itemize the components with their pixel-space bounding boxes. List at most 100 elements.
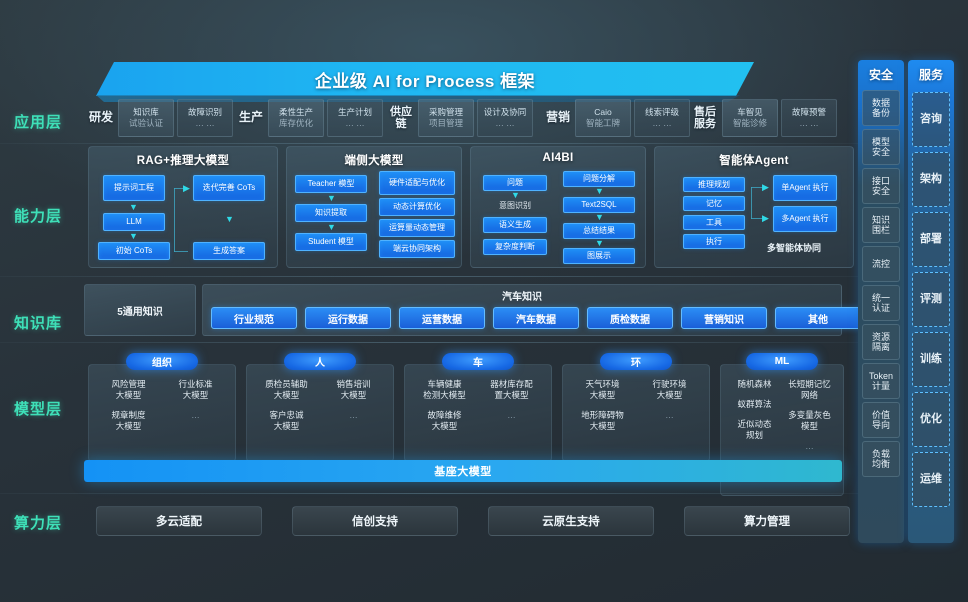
app-cell-line1: 采购管理 [428,107,463,118]
security-item-load-balancing[interactable]: 负载 均衡 [862,441,900,477]
knowledge-chip[interactable]: 运行数据 [305,307,391,329]
knowledge-chip[interactable]: 其他 [775,307,861,329]
node-question-decompose[interactable]: 问题分解 [563,171,635,187]
node-multi-agent-exec[interactable]: 多Agent 执行 [773,206,837,232]
model-cell[interactable]: 客户忠诚 大模型 [269,410,304,432]
model-cell[interactable]: 长短期记忆 网络 [788,379,831,401]
model-group-environment[interactable]: 环 天气环境 大模型 地形障碍物 大模型 行驶环境 大模型 … [562,353,710,462]
node-iterative-cots[interactable]: 迭代完善 CoTs [193,175,265,201]
model-cell[interactable]: 多变量灰色 模型 [788,410,831,432]
node-student-model[interactable]: Student 模型 [295,233,367,251]
security-item-api-security[interactable]: 接口 安全 [862,168,900,204]
knowledge-chip[interactable]: 汽车数据 [493,307,579,329]
compute-button-cloud-native[interactable]: 云原生支持 [488,506,654,536]
model-cell[interactable]: 器材库存配 置大模型 [490,379,533,401]
node-knowledge-extract[interactable]: 知识提取 [295,204,367,222]
model-cell[interactable]: 随机森林 [737,379,772,389]
node-reasoning-planning[interactable]: 推理规划 [683,177,745,192]
node-dynamic-compute-opt[interactable]: 动态计算优化 [379,198,455,216]
security-item-flow-control[interactable]: 流控 [862,246,900,282]
title-plate-front-face [96,95,740,102]
model-cell[interactable]: 地形障碍物 大模型 [581,410,624,432]
security-item-knowledge-guardrail[interactable]: 知识 围栏 [862,207,900,243]
app-cell[interactable]: 线索评级 … … [634,99,690,137]
node-llm[interactable]: LLM [103,213,165,231]
capability-card-rag[interactable]: RAG+推理大模型 提示词工程 ▼ LLM ▼ 初始 CoTs 迭代完善 CoT… [88,146,278,268]
security-item-model-security[interactable]: 模型 安全 [862,129,900,165]
node-semantic-generation[interactable]: 语义生成 [483,217,547,233]
node-prompt-engineering[interactable]: 提示词工程 [103,175,165,201]
app-cell[interactable]: 故障识别 … … [177,99,233,137]
app-cell[interactable]: 车智见 智能诊修 [722,99,778,137]
model-cell[interactable]: 销售培训 大模型 [336,379,371,401]
app-cell[interactable]: Caio 智能工牌 [575,99,631,137]
app-cell[interactable]: 生产计划 … … [327,99,383,137]
service-item-evaluation[interactable]: 评测 [912,272,950,327]
node-single-agent-exec[interactable]: 单Agent 执行 [773,175,837,201]
node-memory[interactable]: 记忆 [683,196,745,211]
node-text2sql[interactable]: Text2SQL [563,197,635,213]
app-cell-line2: 试验认证 [128,118,163,128]
knowledge-general-card[interactable]: 5通用知识 [84,284,196,336]
knowledge-chip[interactable]: 营销知识 [681,307,767,329]
node-execution[interactable]: 执行 [683,234,745,249]
service-item-training[interactable]: 训练 [912,332,950,387]
service-item-optimization[interactable]: 优化 [912,392,950,447]
knowledge-chip[interactable]: 运营数据 [399,307,485,329]
app-cell-line2: 智能诊修 [732,118,767,128]
capability-card-edge-model[interactable]: 端侧大模型 Teacher 模型 ▼ 知识提取 ▼ Student 模型 硬件适… [286,146,462,268]
service-item-consulting[interactable]: 咨询 [912,92,950,147]
model-cell[interactable]: 行业标准 大模型 [178,379,213,401]
model-cell[interactable]: 行驶环境 大模型 [652,379,687,401]
knowledge-chip[interactable]: 行业规范 [211,307,297,329]
security-item-token-metering[interactable]: Token 计量 [862,363,900,399]
security-item-unified-auth[interactable]: 统一 认证 [862,285,900,321]
app-cell[interactable]: 故障预警 … … [781,99,837,137]
node-chart-display[interactable]: 图展示 [563,248,635,264]
app-cell[interactable]: 柔性生产 库存优化 [268,99,324,137]
model-group-vehicle[interactable]: 车 车辆健康 检测大模型 故障维修 大模型 器材库存配 置大模型 … [404,353,552,462]
app-group-rd[interactable]: 研发 知识库 试验认证 故障识别 … … [88,96,233,140]
node-initial-cots[interactable]: 初始 CoTs [98,242,170,260]
model-group-organization[interactable]: 组织 风险管理 大模型 规章制度 大模型 行业标准 大模型 … [88,353,236,462]
service-item-operations[interactable]: 运维 [912,452,950,507]
model-cell[interactable]: 蚁群算法 [737,399,772,410]
node-compute-volume-mgmt[interactable]: 运算量动态管理 [379,219,455,237]
security-item-value-alignment[interactable]: 价值 导向 [862,402,900,438]
node-summarize-result[interactable]: 总结结果 [563,223,635,239]
model-cell[interactable]: 规章制度 大模型 [111,410,146,432]
app-group-supply-chain[interactable]: 供应链 采购管理 项目管理 设计及协同 … … [388,96,533,140]
model-cell[interactable]: 近似动态 规划 [737,419,772,441]
app-cell-line1: 柔性生产 [278,107,313,118]
node-teacher-model[interactable]: Teacher 模型 [295,175,367,193]
app-group-production[interactable]: 生产 柔性生产 库存优化 生产计划 … … [238,96,383,140]
node-complexity-judgement[interactable]: 复杂度判断 [483,239,547,255]
model-cell[interactable]: 天气环境 大模型 [585,379,620,401]
base-model-bar[interactable]: 基座大模型 [84,460,842,482]
app-group-after-sales[interactable]: 售后服务 车智见 智能诊修 故障预警 … … [692,96,837,140]
node-tools[interactable]: 工具 [683,215,745,230]
app-cell[interactable]: 知识库 试验认证 [118,99,174,137]
service-item-deployment[interactable]: 部署 [912,212,950,267]
compute-button-xinchuang[interactable]: 信创支持 [292,506,458,536]
node-generate-answer[interactable]: 生成答案 [193,242,265,260]
compute-button-compute-mgmt[interactable]: 算力管理 [684,506,850,536]
security-item-resource-isolation[interactable]: 资源 隔离 [862,324,900,360]
node-question[interactable]: 问题 [483,175,547,191]
security-item-data-backup[interactable]: 数据 备份 [862,90,900,126]
capability-card-ai4bi[interactable]: AI4BI 问题 ▼ 意图识别 语义生成 复杂度判断 问题分解 ▼ Text2S… [470,146,646,268]
service-item-architecture[interactable]: 架构 [912,152,950,207]
app-cell[interactable]: 设计及协同 … … [477,99,533,137]
model-cell[interactable]: 故障维修 大模型 [427,410,462,432]
model-group-people[interactable]: 人 质检员辅助 大模型 客户忠诚 大模型 销售培训 大模型 … [246,353,394,462]
compute-button-multicloud[interactable]: 多云适配 [96,506,262,536]
model-cell[interactable]: 质检员辅助 大模型 [265,379,308,401]
knowledge-chip[interactable]: 质检数据 [587,307,673,329]
model-cell[interactable]: 风险管理 大模型 [111,379,146,401]
node-hardware-adapt[interactable]: 硬件适配与优化 [379,171,455,195]
app-cell[interactable]: 采购管理 项目管理 [418,99,474,137]
app-group-marketing[interactable]: 营销 Caio 智能工牌 线索评级 … … [545,96,690,140]
node-edge-cloud-arch[interactable]: 端云协同架构 [379,240,455,258]
capability-card-agent[interactable]: 智能体Agent 推理规划 记忆 工具 执行 单Agent 执行 多Agent … [654,146,854,268]
model-cell[interactable]: 车辆健康 检测大模型 [423,379,466,401]
